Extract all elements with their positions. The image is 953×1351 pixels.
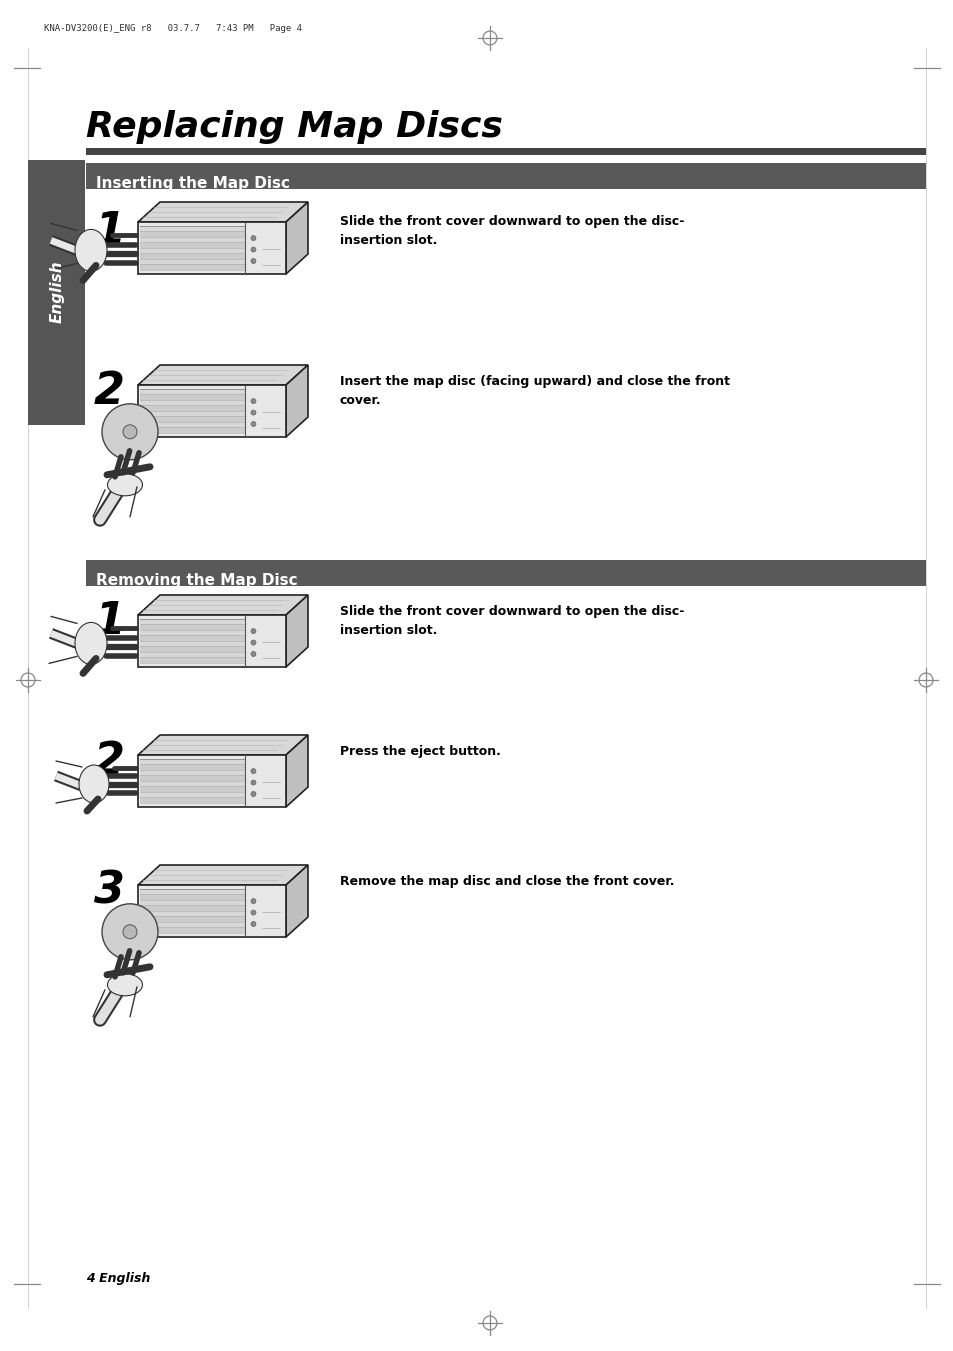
Circle shape	[251, 628, 255, 634]
Text: English: English	[50, 261, 65, 323]
Polygon shape	[138, 365, 308, 385]
Circle shape	[102, 404, 158, 459]
Polygon shape	[286, 865, 308, 938]
Bar	[140, 900, 244, 905]
Bar	[86, 163, 925, 189]
Circle shape	[251, 399, 255, 404]
Bar	[140, 646, 244, 651]
Polygon shape	[286, 365, 308, 436]
Bar	[86, 149, 925, 155]
Ellipse shape	[108, 474, 142, 496]
Bar	[140, 635, 244, 640]
Circle shape	[251, 898, 255, 904]
Bar	[140, 894, 244, 900]
Polygon shape	[138, 735, 308, 755]
Circle shape	[251, 911, 255, 915]
Bar	[140, 889, 244, 894]
Text: Inserting the Map Disc: Inserting the Map Disc	[96, 176, 290, 190]
Circle shape	[123, 424, 137, 439]
Bar	[140, 619, 244, 624]
Bar	[140, 405, 244, 411]
Bar	[138, 755, 286, 807]
Bar	[140, 765, 244, 770]
Bar	[140, 759, 244, 765]
Bar	[140, 231, 244, 236]
Polygon shape	[138, 203, 308, 222]
Bar	[140, 624, 244, 630]
Ellipse shape	[75, 230, 107, 272]
Bar	[140, 259, 244, 265]
Bar	[140, 781, 244, 786]
Circle shape	[251, 247, 255, 253]
Text: Insert the map disc (facing upward) and close the front
cover.: Insert the map disc (facing upward) and …	[339, 376, 729, 407]
Bar	[140, 792, 244, 797]
Bar	[140, 911, 244, 916]
Bar	[140, 921, 244, 927]
Text: Replacing Map Discs: Replacing Map Discs	[86, 109, 502, 145]
Bar	[140, 400, 244, 405]
Bar	[138, 385, 286, 436]
Circle shape	[251, 769, 255, 774]
Bar	[140, 658, 244, 663]
Bar	[140, 394, 244, 400]
Text: Press the eject button.: Press the eject button.	[339, 744, 500, 758]
Circle shape	[251, 422, 255, 427]
Bar	[140, 630, 244, 635]
Circle shape	[251, 411, 255, 415]
Bar	[140, 242, 244, 247]
Bar	[140, 651, 244, 658]
Bar	[140, 640, 244, 646]
Bar	[138, 222, 286, 274]
Ellipse shape	[79, 765, 109, 802]
Circle shape	[251, 780, 255, 785]
Bar	[140, 389, 244, 394]
Bar	[140, 775, 244, 781]
Text: 2: 2	[94, 370, 125, 413]
Text: 2: 2	[94, 740, 125, 784]
Bar	[138, 885, 286, 938]
Polygon shape	[286, 203, 308, 274]
Text: 1: 1	[94, 600, 125, 643]
Polygon shape	[138, 594, 308, 615]
Bar	[28, 159, 85, 426]
Ellipse shape	[108, 974, 142, 996]
Bar	[140, 253, 244, 259]
Bar	[140, 905, 244, 911]
Circle shape	[251, 640, 255, 644]
Polygon shape	[286, 594, 308, 667]
Text: 4 English: 4 English	[86, 1273, 151, 1285]
Bar	[138, 615, 286, 667]
Bar	[140, 422, 244, 427]
Circle shape	[102, 904, 158, 959]
Text: Removing the Map Disc: Removing the Map Disc	[96, 573, 297, 588]
Bar	[140, 236, 244, 242]
Bar	[140, 265, 244, 270]
Bar	[140, 416, 244, 422]
Bar	[140, 427, 244, 432]
Text: Slide the front cover downward to open the disc-
insertion slot.: Slide the front cover downward to open t…	[339, 605, 683, 636]
Text: KNA-DV3200(E)_ENG r8   03.7.7   7:43 PM   Page 4: KNA-DV3200(E)_ENG r8 03.7.7 7:43 PM Page…	[44, 24, 302, 32]
Polygon shape	[138, 865, 308, 885]
Text: 3: 3	[94, 870, 125, 913]
Bar	[140, 916, 244, 921]
Text: 1: 1	[94, 209, 125, 253]
Bar	[140, 786, 244, 792]
Bar	[140, 797, 244, 802]
Circle shape	[251, 235, 255, 240]
Bar	[140, 770, 244, 775]
Circle shape	[251, 651, 255, 657]
Circle shape	[123, 925, 137, 939]
Circle shape	[251, 258, 255, 263]
Ellipse shape	[75, 623, 107, 665]
Circle shape	[251, 921, 255, 927]
Circle shape	[251, 792, 255, 797]
Bar	[140, 247, 244, 253]
Text: Slide the front cover downward to open the disc-
insertion slot.: Slide the front cover downward to open t…	[339, 215, 683, 246]
Bar	[86, 561, 925, 586]
Polygon shape	[286, 735, 308, 807]
Text: Remove the map disc and close the front cover.: Remove the map disc and close the front …	[339, 875, 674, 888]
Bar	[140, 927, 244, 932]
Bar	[140, 226, 244, 231]
Bar	[140, 411, 244, 416]
